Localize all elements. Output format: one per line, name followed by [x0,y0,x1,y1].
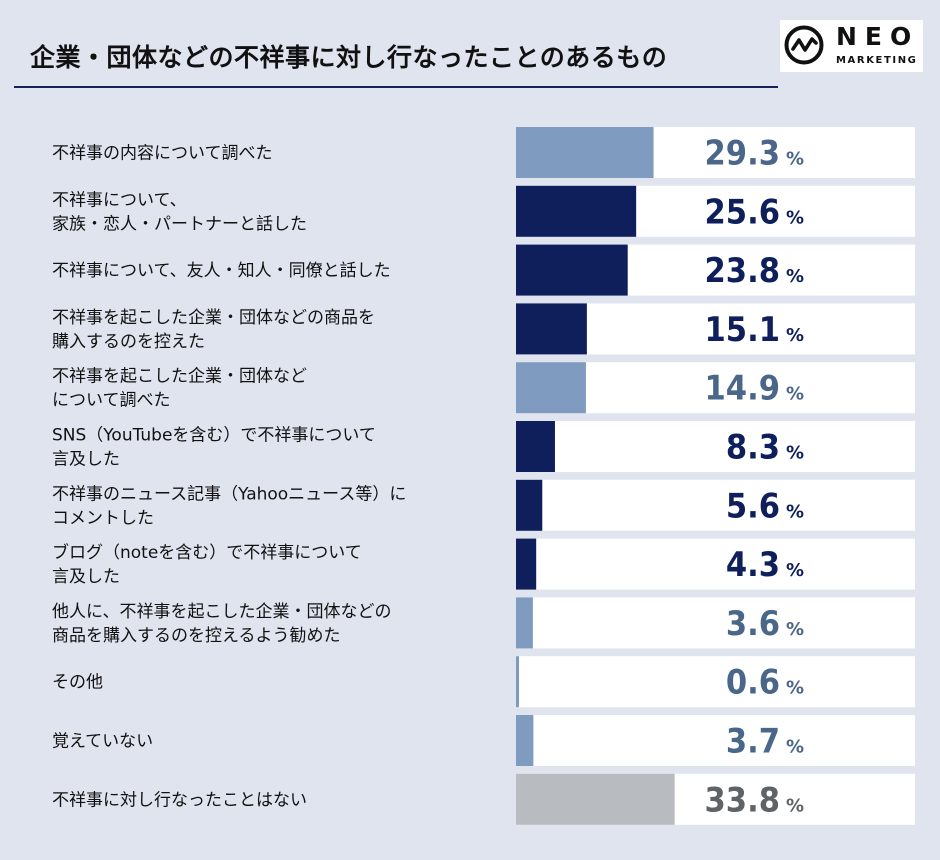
category-label: 不祥事について、友人・知人・同僚と話した [52,261,391,281]
value-label: 0.6 [726,663,780,703]
category-label: 覚えていない [52,732,153,752]
category-label: 不祥事について、 [52,190,187,210]
percent-sign: % [786,266,804,287]
bar-track [516,715,915,766]
bar [516,362,586,414]
bar-track [516,597,915,649]
percent-sign: % [786,560,804,581]
bar [516,244,628,296]
category-label: コメントした [52,508,154,528]
value-label: 25.6 [705,192,780,232]
percent-sign: % [786,678,804,699]
category-label: その他 [52,673,103,693]
bar-track [516,538,915,590]
bar-track [516,656,915,708]
bar [516,656,519,708]
percent-sign: % [786,443,804,464]
bar [516,421,555,472]
category-label: 不祥事に対し行なったことはない [52,790,307,810]
value-label: 29.3 [705,134,780,174]
percent-sign: % [786,795,804,816]
bar [516,127,654,178]
category-label: 不祥事のニュース記事（Yahooニュース等）に [52,484,406,504]
category-label: 他人に、不祥事を起こした企業・団体などの [52,602,392,622]
chart-title: 企業・団体などの不祥事に対し行なったことのあるもの [30,43,668,72]
category-label: 不祥事を起こした企業・団体など [52,367,307,387]
bar [516,303,587,355]
bar [516,773,675,825]
logo-wordmark: NEO [836,22,920,51]
value-label: 4.3 [726,545,780,585]
bar [516,538,537,590]
percent-sign: % [786,149,804,170]
neo-marketing-logo: NEO MARKETING [780,20,923,72]
category-label: 言及した [52,450,120,470]
value-label: 15.1 [705,310,780,350]
value-label: 5.6 [726,486,780,526]
value-label: 8.3 [726,428,780,468]
percent-sign: % [786,737,804,758]
percent-sign: % [786,384,804,405]
value-label: 23.8 [705,251,780,291]
percent-sign: % [786,325,804,346]
percent-sign: % [786,207,804,228]
category-label: 不祥事の内容について調べた [52,144,273,164]
percent-sign: % [786,619,804,640]
category-label: 言及した [52,567,120,587]
logo-subtitle: MARKETING [836,55,918,66]
value-label: 14.9 [705,369,780,409]
bar-track [516,421,915,472]
value-label: 33.8 [705,780,780,820]
category-label: 家族・恋人・パートナーと話した [52,213,307,234]
category-label: SNS（YouTubeを含む）で不祥事について [52,426,376,446]
category-label: 商品を購入するのを控えるよう勧めた [52,626,341,646]
percent-sign: % [786,501,804,522]
bar [516,185,637,237]
category-label: ブログ（noteを含む）で不祥事について [52,542,362,563]
category-label: について調べた [52,391,171,411]
neo-logo-icon [784,25,824,65]
value-label: 3.7 [726,722,780,762]
bar-track [516,479,915,531]
bar [516,479,543,531]
bar [516,715,534,766]
category-label: 購入するのを控えた [52,332,205,352]
bar [516,597,533,649]
title-underline [14,86,778,88]
category-label: 不祥事を起こした企業・団体などの商品を [52,308,375,328]
value-label: 3.6 [726,604,780,644]
